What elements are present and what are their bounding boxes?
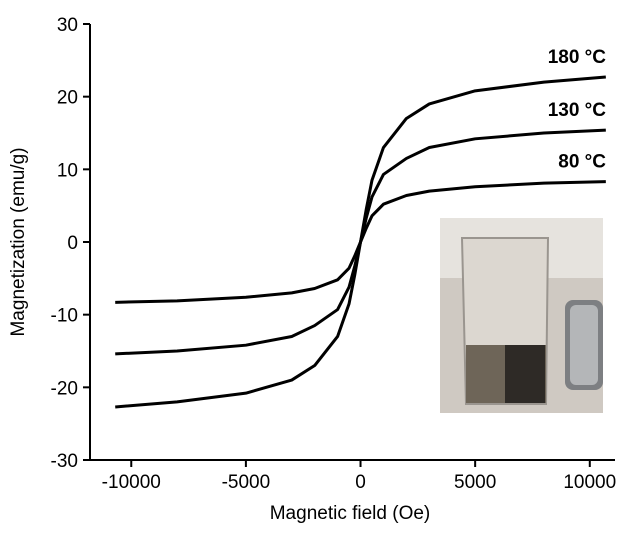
x-tick-label: 0 — [355, 472, 366, 493]
y-tick-label: 30 — [57, 15, 78, 36]
y-tick-label: 0 — [67, 233, 78, 254]
series-line — [115, 180, 606, 304]
x-axis-label: Magnetic field (Oe) — [270, 503, 431, 524]
x-tick-label: 5000 — [454, 472, 496, 493]
y-tick-label: -30 — [51, 451, 78, 472]
series-label: 130 °C — [548, 100, 607, 121]
y-tick-label: 10 — [57, 160, 78, 181]
x-tick-label: -10000 — [102, 472, 161, 493]
series-label: 180 °C — [548, 47, 607, 68]
y-tick-label: 20 — [57, 88, 78, 109]
x-tick-label: -5000 — [222, 472, 271, 493]
x-tick-label: 10000 — [563, 472, 616, 493]
y-axis-label: Magnetization (emu/g) — [8, 147, 29, 336]
inset-photo — [440, 218, 603, 413]
y-tick-label: -10 — [51, 306, 78, 327]
y-tick-label: -20 — [51, 378, 78, 399]
series-label: 80 °C — [558, 152, 606, 173]
